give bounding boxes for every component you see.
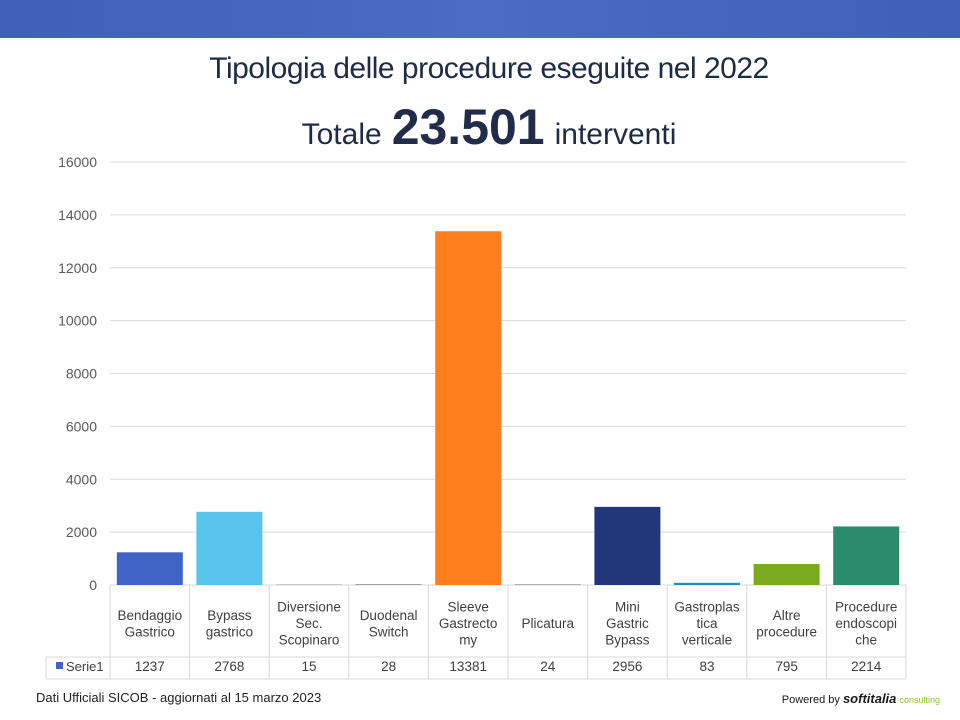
- bar: [514, 584, 581, 585]
- chart-subtitle: Totale 23.501 interventi: [0, 98, 960, 155]
- data-value-label: 795: [775, 659, 798, 674]
- y-tick-label: 14000: [58, 207, 97, 223]
- data-value-label: 2956: [612, 659, 642, 674]
- bar: [116, 552, 183, 585]
- data-value-label: 28: [381, 659, 396, 674]
- subtitle-suffix: interventi: [554, 118, 677, 151]
- y-tick-label: 16000: [58, 154, 97, 170]
- y-tick-label: 12000: [58, 260, 97, 276]
- x-tick-label: Bendaggio Gastrico: [118, 608, 183, 640]
- bar: [833, 526, 900, 585]
- data-value-label: 2768: [214, 659, 244, 674]
- x-tick-label: Duodenal Switch: [360, 608, 418, 640]
- y-tick-label: 0: [89, 577, 97, 593]
- data-value-label: 2214: [851, 659, 882, 674]
- x-tick-label: Plicatura: [522, 616, 575, 631]
- y-tick-label: 10000: [58, 313, 97, 329]
- x-tick-label: Diversione Sec. Scopinaro: [277, 600, 341, 648]
- powered-by-logo: Powered by softitalia consulting: [782, 691, 940, 706]
- y-tick-label: 4000: [66, 471, 97, 487]
- bar: [435, 231, 502, 585]
- subtitle-total-number: 23.501: [391, 99, 545, 155]
- y-tick-label: 2000: [66, 524, 97, 540]
- bar: [196, 511, 263, 585]
- legend-series-name: Serie1: [66, 659, 104, 674]
- brand-name: softitalia: [842, 691, 897, 706]
- bar: [594, 506, 661, 585]
- x-tick-label: Mini Gastric Bypass: [605, 600, 650, 648]
- x-tick-label: Altre procedure: [756, 608, 817, 640]
- y-tick-label: 6000: [66, 418, 97, 434]
- data-value-label: 13381: [449, 659, 487, 674]
- y-tick-label: 8000: [66, 366, 97, 382]
- x-tick-label: Gastroplas tica verticale: [674, 600, 740, 648]
- source-note: Dati Ufficiali SICOB - aggiornati al 15 …: [36, 690, 322, 705]
- powered-by-label: Powered by: [781, 694, 840, 706]
- data-value-label: 15: [301, 659, 316, 674]
- top-banner: [0, 0, 960, 38]
- data-value-label: 1237: [135, 659, 165, 674]
- brand-subtitle: consulting: [899, 695, 940, 705]
- bar: [674, 582, 740, 585]
- legend-key: [56, 662, 63, 669]
- subtitle-prefix: Totale: [301, 118, 382, 151]
- bar: [753, 563, 820, 585]
- bar: [355, 584, 422, 585]
- data-value-label: 24: [540, 659, 556, 674]
- x-tick-label: Procedure endoscopi che: [835, 600, 897, 648]
- x-tick-label: Bypass gastrico: [206, 608, 253, 640]
- chart-title: Tipologia delle procedure eseguite nel 2…: [209, 52, 769, 85]
- data-value-label: 83: [699, 659, 714, 674]
- x-tick-label: Sleeve Gastrecto my: [439, 600, 498, 648]
